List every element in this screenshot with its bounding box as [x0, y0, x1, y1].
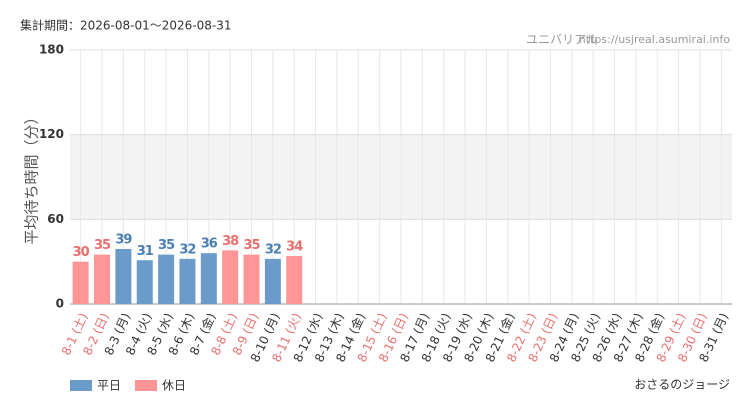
bar — [136, 260, 153, 304]
footer: おさるのジョージ — [634, 378, 730, 392]
value-label: 32 — [179, 242, 195, 257]
bar — [222, 250, 239, 304]
value-label: 35 — [243, 238, 260, 253]
url: https://usjreal.asumirai.info — [579, 33, 730, 46]
value-label: 32 — [265, 242, 281, 257]
value-label: 31 — [137, 244, 154, 259]
legend-label: 平日 — [97, 379, 121, 393]
value-label: 34 — [286, 240, 303, 255]
bar — [72, 261, 89, 304]
value-label: 36 — [201, 237, 218, 252]
legend-swatch — [70, 380, 92, 391]
y-tick-label: 0 — [56, 297, 64, 311]
y-axis-label: 平均待ち時間（分） — [23, 109, 41, 244]
y-tick-label: 180 — [39, 43, 64, 57]
bar — [179, 258, 196, 304]
bar — [264, 258, 281, 304]
value-label: 38 — [222, 234, 239, 249]
bar — [94, 254, 111, 304]
value-label: 35 — [158, 238, 175, 253]
source: ユニバリアル — [526, 33, 598, 47]
value-label: 35 — [94, 238, 111, 253]
y-tick-label: 60 — [47, 212, 64, 226]
legend-swatch — [135, 380, 157, 391]
header: 集計期間：2026-08-01～2026-08-31 — [20, 18, 231, 33]
bar — [158, 254, 175, 304]
bar — [115, 248, 132, 304]
bar — [200, 253, 217, 304]
value-label: 30 — [73, 245, 90, 260]
legend-label: 休日 — [162, 379, 186, 393]
bar — [286, 256, 303, 304]
value-label: 39 — [115, 232, 132, 247]
bar — [243, 254, 260, 304]
y-tick-label: 120 — [39, 127, 64, 141]
